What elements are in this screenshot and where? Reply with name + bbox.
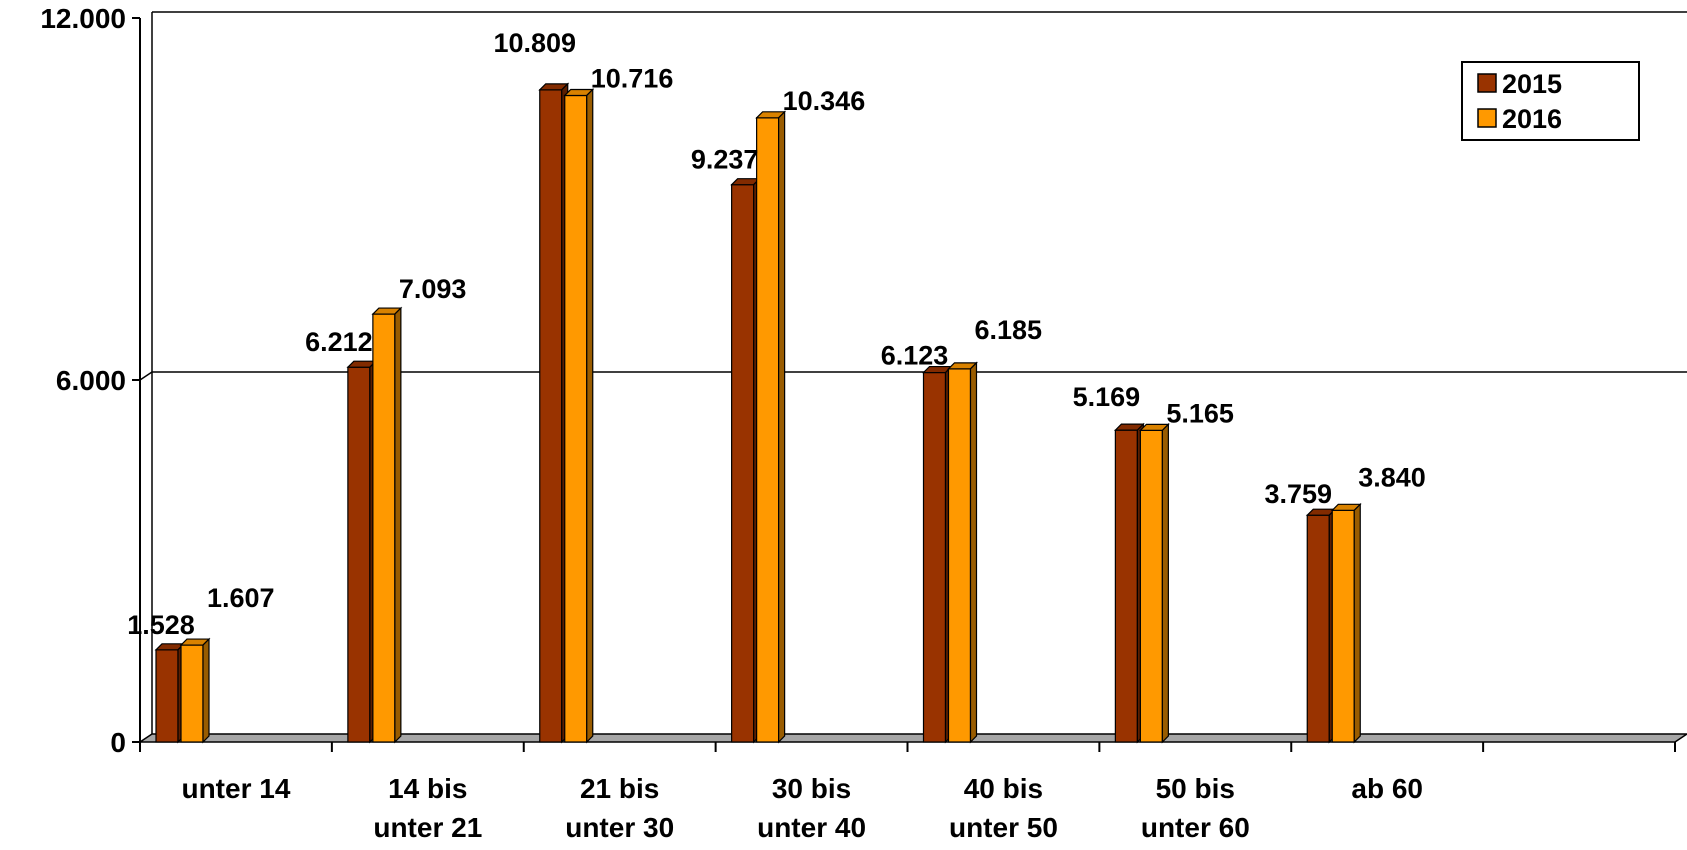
x-tick-label: 30 bis — [772, 773, 851, 804]
y-tick-label: 0 — [110, 727, 126, 758]
bar-2015-1 — [347, 366, 371, 743]
data-label-2015-6: 3.759 — [1264, 479, 1332, 509]
label-layer: 1.528 1.607 6.212 7.093 10.809 10.716 9.237 10.… — [127, 28, 1426, 640]
bar-2016-3 — [756, 117, 780, 743]
x-tick-label: 21 bis — [580, 773, 659, 804]
x-tick-label: unter 21 — [373, 812, 482, 843]
data-label-2015-5: 5.169 — [1073, 382, 1141, 412]
bar-2016-6 — [1331, 509, 1355, 743]
bar-side-2016-0 — [202, 637, 210, 744]
data-label-2015-0: 1.528 — [127, 610, 195, 640]
chart-floor — [137, 733, 1687, 743]
data-label-2015-1: 6.212 — [305, 327, 373, 357]
bar-side-2016-5 — [1161, 422, 1169, 744]
x-tick-label: unter 40 — [757, 812, 866, 843]
bar-side-2016-1 — [394, 306, 402, 744]
bar-2015-4 — [922, 371, 947, 743]
x-tick-label: unter 14 — [181, 773, 290, 804]
data-label-2016-2: 10.716 — [591, 63, 674, 93]
x-tick-label: 14 bis — [388, 773, 467, 804]
grid-layer — [137, 11, 1687, 743]
bar-side-2016-3 — [778, 110, 786, 744]
legend-label-2015: 2015 — [1502, 69, 1562, 99]
data-label-2015-3: 9.237 — [691, 145, 759, 175]
data-label-2016-6: 3.840 — [1358, 462, 1426, 492]
x-tick-label: ab 60 — [1351, 773, 1423, 804]
x-tick-label: 50 bis — [1156, 773, 1235, 804]
bar-2015-0 — [155, 649, 179, 743]
data-label-2016-4: 6.185 — [975, 315, 1043, 345]
bar-2016-5 — [1139, 429, 1163, 743]
legend-swatch-2015 — [1477, 73, 1497, 93]
x-tick-label: 40 bis — [964, 773, 1043, 804]
x-tick-label: unter 30 — [565, 812, 674, 843]
data-label-2016-0: 1.607 — [207, 583, 275, 613]
data-label-2016-3: 10.346 — [783, 86, 866, 116]
data-label-2016-1: 7.093 — [399, 274, 467, 304]
bar-2015-2 — [539, 89, 563, 743]
data-label-2015-2: 10.809 — [493, 28, 576, 58]
gridline-diagonal — [139, 371, 153, 381]
x-tick-label: unter 60 — [1141, 812, 1250, 843]
legend-label-2016: 2016 — [1502, 104, 1562, 134]
y-tick-label: 6.000 — [56, 365, 126, 396]
y-tick-label: 12.000 — [40, 3, 126, 34]
data-label-2016-5: 5.165 — [1166, 398, 1234, 428]
bar-2016-0 — [180, 644, 204, 743]
x-tick-label: unter 50 — [949, 812, 1058, 843]
legend-swatch-2016 — [1477, 108, 1497, 128]
bar-2016-4 — [947, 368, 972, 743]
bar-2016-2 — [564, 94, 588, 743]
bar-2015-5 — [1114, 429, 1138, 743]
bar-side-2016-4 — [969, 361, 978, 744]
legend: 2015 2016 — [1461, 61, 1640, 141]
bar-side-2016-2 — [586, 88, 594, 744]
bar-2015-6 — [1306, 514, 1330, 743]
bar-2016-1 — [372, 313, 396, 743]
bar-2015-3 — [731, 184, 755, 743]
axis-layer: 0 6.000 12.000 unter 14 14 bis unter 21 21 bis… — [40, 3, 1676, 843]
data-label-2015-4: 6.123 — [881, 341, 949, 371]
bar-layer — [154, 82, 1362, 744]
bar-side-2016-6 — [1353, 502, 1361, 744]
